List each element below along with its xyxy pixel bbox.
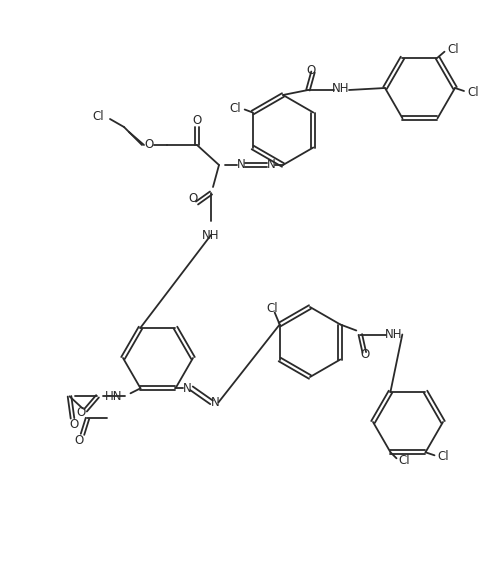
Text: O: O xyxy=(192,115,202,128)
Text: Cl: Cl xyxy=(266,302,278,315)
Text: O: O xyxy=(144,139,153,152)
Text: O: O xyxy=(77,406,86,419)
Text: O: O xyxy=(189,192,198,205)
Text: HN: HN xyxy=(105,390,123,403)
Text: O: O xyxy=(306,63,315,76)
Text: N: N xyxy=(211,396,220,409)
Text: Cl: Cl xyxy=(438,450,449,463)
Text: Cl: Cl xyxy=(93,111,104,124)
Text: Cl: Cl xyxy=(229,102,241,115)
Text: N: N xyxy=(267,158,275,172)
Text: O: O xyxy=(70,418,79,431)
Text: NH: NH xyxy=(202,229,220,242)
Text: Cl: Cl xyxy=(398,454,410,467)
Text: Cl: Cl xyxy=(448,43,459,56)
Text: NH: NH xyxy=(385,328,402,341)
Text: O: O xyxy=(361,348,370,361)
Text: O: O xyxy=(75,434,84,447)
Text: N: N xyxy=(183,382,192,395)
Text: NH: NH xyxy=(332,82,350,95)
Text: N: N xyxy=(236,158,245,172)
Text: Cl: Cl xyxy=(467,86,479,99)
